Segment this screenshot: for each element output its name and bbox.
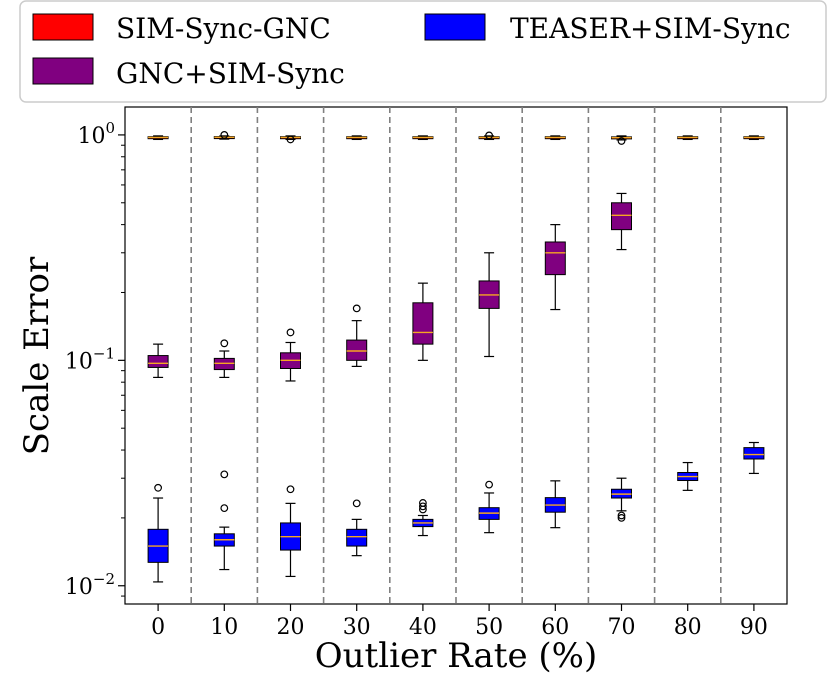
y-tick-label: 100 [77, 119, 115, 149]
y-tick-label: 10−1 [65, 344, 115, 374]
box-gnc-sim-sync-60 [544, 224, 566, 311]
box-iqr [743, 447, 765, 460]
box-gnc-sim-sync-20 [280, 328, 301, 382]
legend-label-gnc-sim-sync: GNC+SIM-Sync [116, 57, 345, 90]
box-teaser-sim-sync-80 [677, 461, 699, 491]
flier-point [419, 499, 427, 507]
x-tick-label: 80 [674, 615, 702, 640]
box-sim-sync-gnc-30 [346, 135, 368, 141]
legend-swatch-teaser-sim-sync [424, 13, 486, 41]
x-axis-ticks: 0 10 20 30 40 50 60 70 80 90 [151, 604, 768, 640]
legend-swatch-sim-sync-gnc [32, 13, 94, 41]
x-tick-label: 50 [475, 615, 503, 640]
box-gnc-sim-sync-50 [478, 252, 500, 358]
x-tick-label: 0 [151, 615, 165, 640]
legend-label-sim-sync-gnc: SIM-Sync-GNC [116, 12, 331, 45]
y-tick-label: 10−2 [65, 570, 115, 600]
box-iqr [544, 241, 566, 276]
flier-point [485, 131, 494, 140]
category-separators [190, 107, 722, 604]
x-tick-label: 10 [210, 615, 238, 640]
flier-point [617, 137, 626, 145]
flier-point [286, 328, 295, 337]
box-sim-sync-gnc-20 [280, 135, 301, 144]
box-teaser-sim-sync-90 [743, 441, 765, 475]
box-gnc-sim-sync-0 [147, 343, 169, 379]
x-axis-title: Outlier Rate (%) [315, 636, 597, 673]
y-tick-base: 10 [77, 124, 105, 149]
x-tick-label: 30 [343, 615, 371, 640]
y-tick-base: 10 [65, 575, 93, 600]
flier-point [286, 135, 295, 144]
x-tick-label: 20 [277, 615, 305, 640]
legend-entry-gnc-sim-sync: GNC+SIM-Sync [32, 57, 345, 90]
legend-swatch-gnc-sim-sync [32, 57, 94, 85]
y-tick-base: 10 [65, 349, 93, 374]
flier-point [220, 131, 229, 139]
box-teaser-sim-sync-40 [412, 499, 434, 537]
flier-point [617, 511, 626, 520]
box-gnc-sim-sync-70 [611, 192, 632, 251]
box-teaser-sim-sync-20 [280, 485, 301, 578]
box-iqr [412, 302, 434, 345]
legend-entry-teaser-sim-sync: TEASER+SIM-Sync [424, 12, 791, 45]
box-sim-sync-gnc-10 [213, 131, 235, 140]
flier-point [220, 470, 229, 479]
box-sim-sync-gnc-40 [412, 135, 434, 141]
flier-point [286, 485, 295, 494]
flier-point [220, 339, 229, 348]
flier-point [617, 514, 626, 522]
y-tick-exponent: −1 [93, 344, 115, 362]
flier-point [220, 504, 229, 513]
box-sim-sync-gnc-90 [743, 135, 765, 141]
box-iqr [147, 355, 169, 368]
x-tick-label: 90 [740, 615, 768, 640]
y-axis-title: Scale Error [17, 256, 57, 455]
box-sim-sync-gnc-80 [677, 135, 699, 141]
box-gnc-sim-sync-40 [412, 282, 434, 361]
x-tick-label: 70 [608, 615, 636, 640]
x-tick-label: 40 [409, 615, 437, 640]
box-sim-sync-gnc-50 [478, 131, 500, 141]
flier-point [419, 502, 427, 511]
box-teaser-sim-sync-0 [147, 483, 169, 583]
box-gnc-sim-sync-10 [213, 339, 235, 379]
legend-label-teaser-sim-sync: TEASER+SIM-Sync [510, 12, 791, 45]
box-teaser-sim-sync-30 [346, 499, 368, 557]
box-sim-sync-gnc-0 [147, 135, 169, 141]
box-gnc-sim-sync-30 [346, 304, 368, 367]
box-iqr [611, 202, 632, 231]
box-iqr [346, 339, 368, 361]
box-teaser-sim-sync-10 [213, 470, 235, 571]
legend: SIM-Sync-GNC GNC+SIM-Sync TEASER+SIM-Syn… [19, 0, 827, 103]
box-teaser-sim-sync-70 [611, 477, 632, 522]
y-tick-exponent: −2 [93, 570, 115, 588]
box-sim-sync-gnc-70 [611, 135, 632, 145]
box-teaser-sim-sync-50 [478, 480, 500, 534]
flier-point [352, 499, 361, 508]
flier-point [154, 483, 163, 492]
flier-point [352, 304, 361, 313]
box-sim-sync-gnc-60 [544, 135, 566, 141]
x-tick-label: 60 [541, 615, 569, 640]
box-series [147, 131, 765, 583]
y-tick-exponent: 0 [105, 119, 115, 137]
box-teaser-sim-sync-60 [544, 480, 566, 529]
flier-point [485, 480, 494, 489]
box-iqr [346, 528, 368, 547]
legend-entry-sim-sync-gnc: SIM-Sync-GNC [32, 12, 331, 45]
legend-frame [19, 0, 827, 103]
